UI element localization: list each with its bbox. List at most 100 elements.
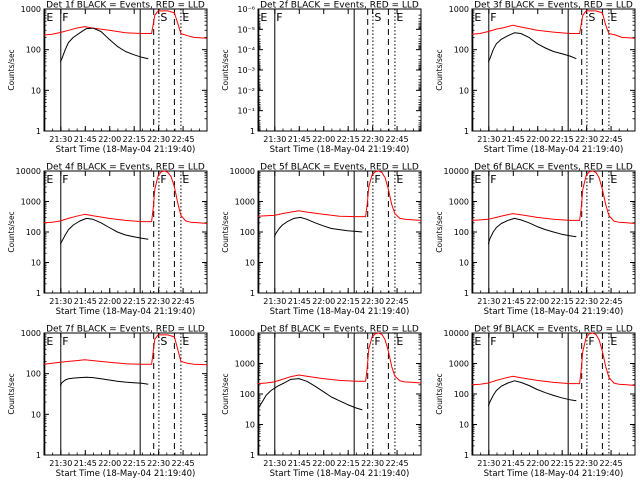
x-axis-label: Start Time (18-May-04 21:19:40) bbox=[484, 469, 624, 479]
x-tick-label: 21:30 bbox=[263, 135, 286, 144]
x-tick-label: 22:30 bbox=[575, 135, 598, 144]
time-marker-label: S bbox=[160, 11, 167, 24]
det-panel-5: Det 5f BLACK = Events, RED = LLD 1 10 100 10… bbox=[221, 163, 422, 317]
x-axis-label: Start Time (18-May-04 21:19:40) bbox=[270, 307, 410, 317]
y-tick-label: 1000 bbox=[449, 198, 469, 207]
x-tick-label: 22:15 bbox=[551, 459, 574, 468]
black-events-series bbox=[59, 27, 149, 63]
y-tick-label: 10⁻³ bbox=[237, 66, 255, 75]
time-marker-label: E bbox=[474, 335, 481, 348]
red-lld-series bbox=[43, 334, 208, 366]
x-tick-label: 22:15 bbox=[551, 135, 574, 144]
x-tick-label: 21:45 bbox=[288, 459, 311, 468]
y-tick-label: 100 bbox=[26, 46, 41, 55]
x-tick-label: 21:30 bbox=[477, 297, 500, 306]
y-axis-label: Counts/sec bbox=[435, 211, 444, 252]
y-tick-label: 100 bbox=[26, 228, 41, 237]
y-tick-label: 10⁻¹ bbox=[237, 107, 255, 116]
y-tick-label: 10 bbox=[31, 259, 41, 268]
x-tick-label: 21:30 bbox=[477, 135, 500, 144]
time-marker-label: E bbox=[610, 11, 617, 24]
x-tick-label: 22:00 bbox=[526, 459, 549, 468]
y-tick-label: 100 bbox=[26, 370, 41, 379]
x-tick-label: 22:45 bbox=[600, 459, 623, 468]
time-marker-label: F bbox=[490, 11, 496, 24]
plot-frame bbox=[43, 170, 208, 294]
time-marker-label: F bbox=[374, 173, 380, 186]
black-events-series bbox=[273, 216, 363, 237]
y-tick-label: 10000 bbox=[444, 167, 469, 176]
x-tick-label: 22:45 bbox=[386, 135, 409, 144]
time-marker-label: F bbox=[62, 11, 68, 24]
panel-title: Det 5f BLACK = Events, RED = LLD bbox=[260, 163, 419, 173]
y-tick-label: 100 bbox=[240, 390, 255, 399]
x-tick-label: 22:00 bbox=[312, 135, 335, 144]
x-tick-label: 22:15 bbox=[337, 459, 360, 468]
x-tick-label: 22:30 bbox=[361, 459, 384, 468]
x-tick-label: 22:00 bbox=[98, 297, 121, 306]
y-tick-label: 10 bbox=[31, 410, 41, 419]
time-marker-label: E bbox=[260, 11, 267, 24]
y-tick-label: 10⁻⁴ bbox=[237, 46, 255, 55]
black-events-series bbox=[487, 380, 577, 407]
time-marker-label: E bbox=[182, 173, 189, 186]
time-marker-label: E bbox=[396, 335, 403, 348]
det-panel-1: Det 1f BLACK = Events, RED = LLD 1 10 100 10… bbox=[7, 1, 208, 155]
y-tick-label: 10 bbox=[31, 86, 41, 95]
x-tick-label: 21:30 bbox=[49, 297, 72, 306]
x-tick-label: 22:00 bbox=[312, 459, 335, 468]
red-lld-series bbox=[43, 170, 208, 224]
red-lld-series bbox=[471, 10, 636, 39]
y-tick-label: 10 bbox=[459, 259, 469, 268]
plot-frame bbox=[257, 8, 422, 132]
y-tick-label: 100 bbox=[454, 46, 469, 55]
y-tick-label: 1 bbox=[464, 289, 469, 298]
y-axis-label: Counts/sec bbox=[221, 211, 230, 252]
plot-frame bbox=[471, 332, 636, 456]
y-tick-label: 10⁻² bbox=[237, 86, 255, 95]
det-panel-6: Det 6f BLACK = Events, RED = LLD 1 10 100 10… bbox=[435, 163, 636, 317]
plot-frame bbox=[257, 332, 422, 456]
plot-frame bbox=[43, 332, 208, 456]
x-tick-label: 22:00 bbox=[526, 135, 549, 144]
y-tick-label: 1000 bbox=[449, 5, 469, 14]
x-tick-label: 21:45 bbox=[288, 135, 311, 144]
x-tick-label: 22:30 bbox=[575, 459, 598, 468]
panel-title: Det 2f BLACK = Events, RED = LLD bbox=[260, 1, 419, 11]
x-axis-label: Start Time (18-May-04 21:19:40) bbox=[270, 469, 410, 479]
red-lld-series bbox=[43, 10, 208, 39]
time-marker-label: F bbox=[588, 173, 594, 186]
y-tick-label: 1000 bbox=[21, 198, 41, 207]
x-axis-label: Start Time (18-May-04 21:19:40) bbox=[270, 145, 410, 155]
plot-frame bbox=[257, 170, 422, 294]
y-tick-label: 1000 bbox=[21, 5, 41, 14]
x-tick-label: 22:15 bbox=[337, 297, 360, 306]
y-tick-label: 1 bbox=[464, 127, 469, 136]
x-tick-label: 22:30 bbox=[361, 135, 384, 144]
time-marker-label: E bbox=[46, 335, 53, 348]
y-axis-label: Counts/sec bbox=[221, 373, 230, 414]
x-axis-label: Start Time (18-May-04 21:19:40) bbox=[56, 469, 196, 479]
x-tick-label: 21:30 bbox=[263, 297, 286, 306]
panel-title: Det 9f BLACK = Events, RED = LLD bbox=[474, 325, 633, 335]
x-tick-label: 21:45 bbox=[502, 135, 525, 144]
black-events-series bbox=[487, 217, 577, 245]
x-tick-label: 22:00 bbox=[312, 297, 335, 306]
x-tick-label: 22:15 bbox=[123, 297, 146, 306]
x-tick-label: 22:00 bbox=[98, 135, 121, 144]
time-marker-label: E bbox=[474, 11, 481, 24]
y-tick-label: 1000 bbox=[21, 329, 41, 338]
time-marker-label: E bbox=[474, 173, 481, 186]
x-tick-label: 21:45 bbox=[74, 459, 97, 468]
time-marker-label: S bbox=[160, 335, 167, 348]
x-tick-label: 21:30 bbox=[263, 459, 286, 468]
det-panel-9: Det 9f BLACK = Events, RED = LLD 1 10 100 10… bbox=[435, 325, 636, 479]
time-marker-label: F bbox=[490, 335, 496, 348]
x-axis-label: Start Time (18-May-04 21:19:40) bbox=[484, 307, 624, 317]
x-tick-label: 22:30 bbox=[361, 297, 384, 306]
x-tick-label: 21:45 bbox=[502, 297, 525, 306]
x-axis-label: Start Time (18-May-04 21:19:40) bbox=[56, 145, 196, 155]
y-axis-label: Counts/sec bbox=[7, 49, 16, 90]
time-marker-label: F bbox=[160, 173, 166, 186]
